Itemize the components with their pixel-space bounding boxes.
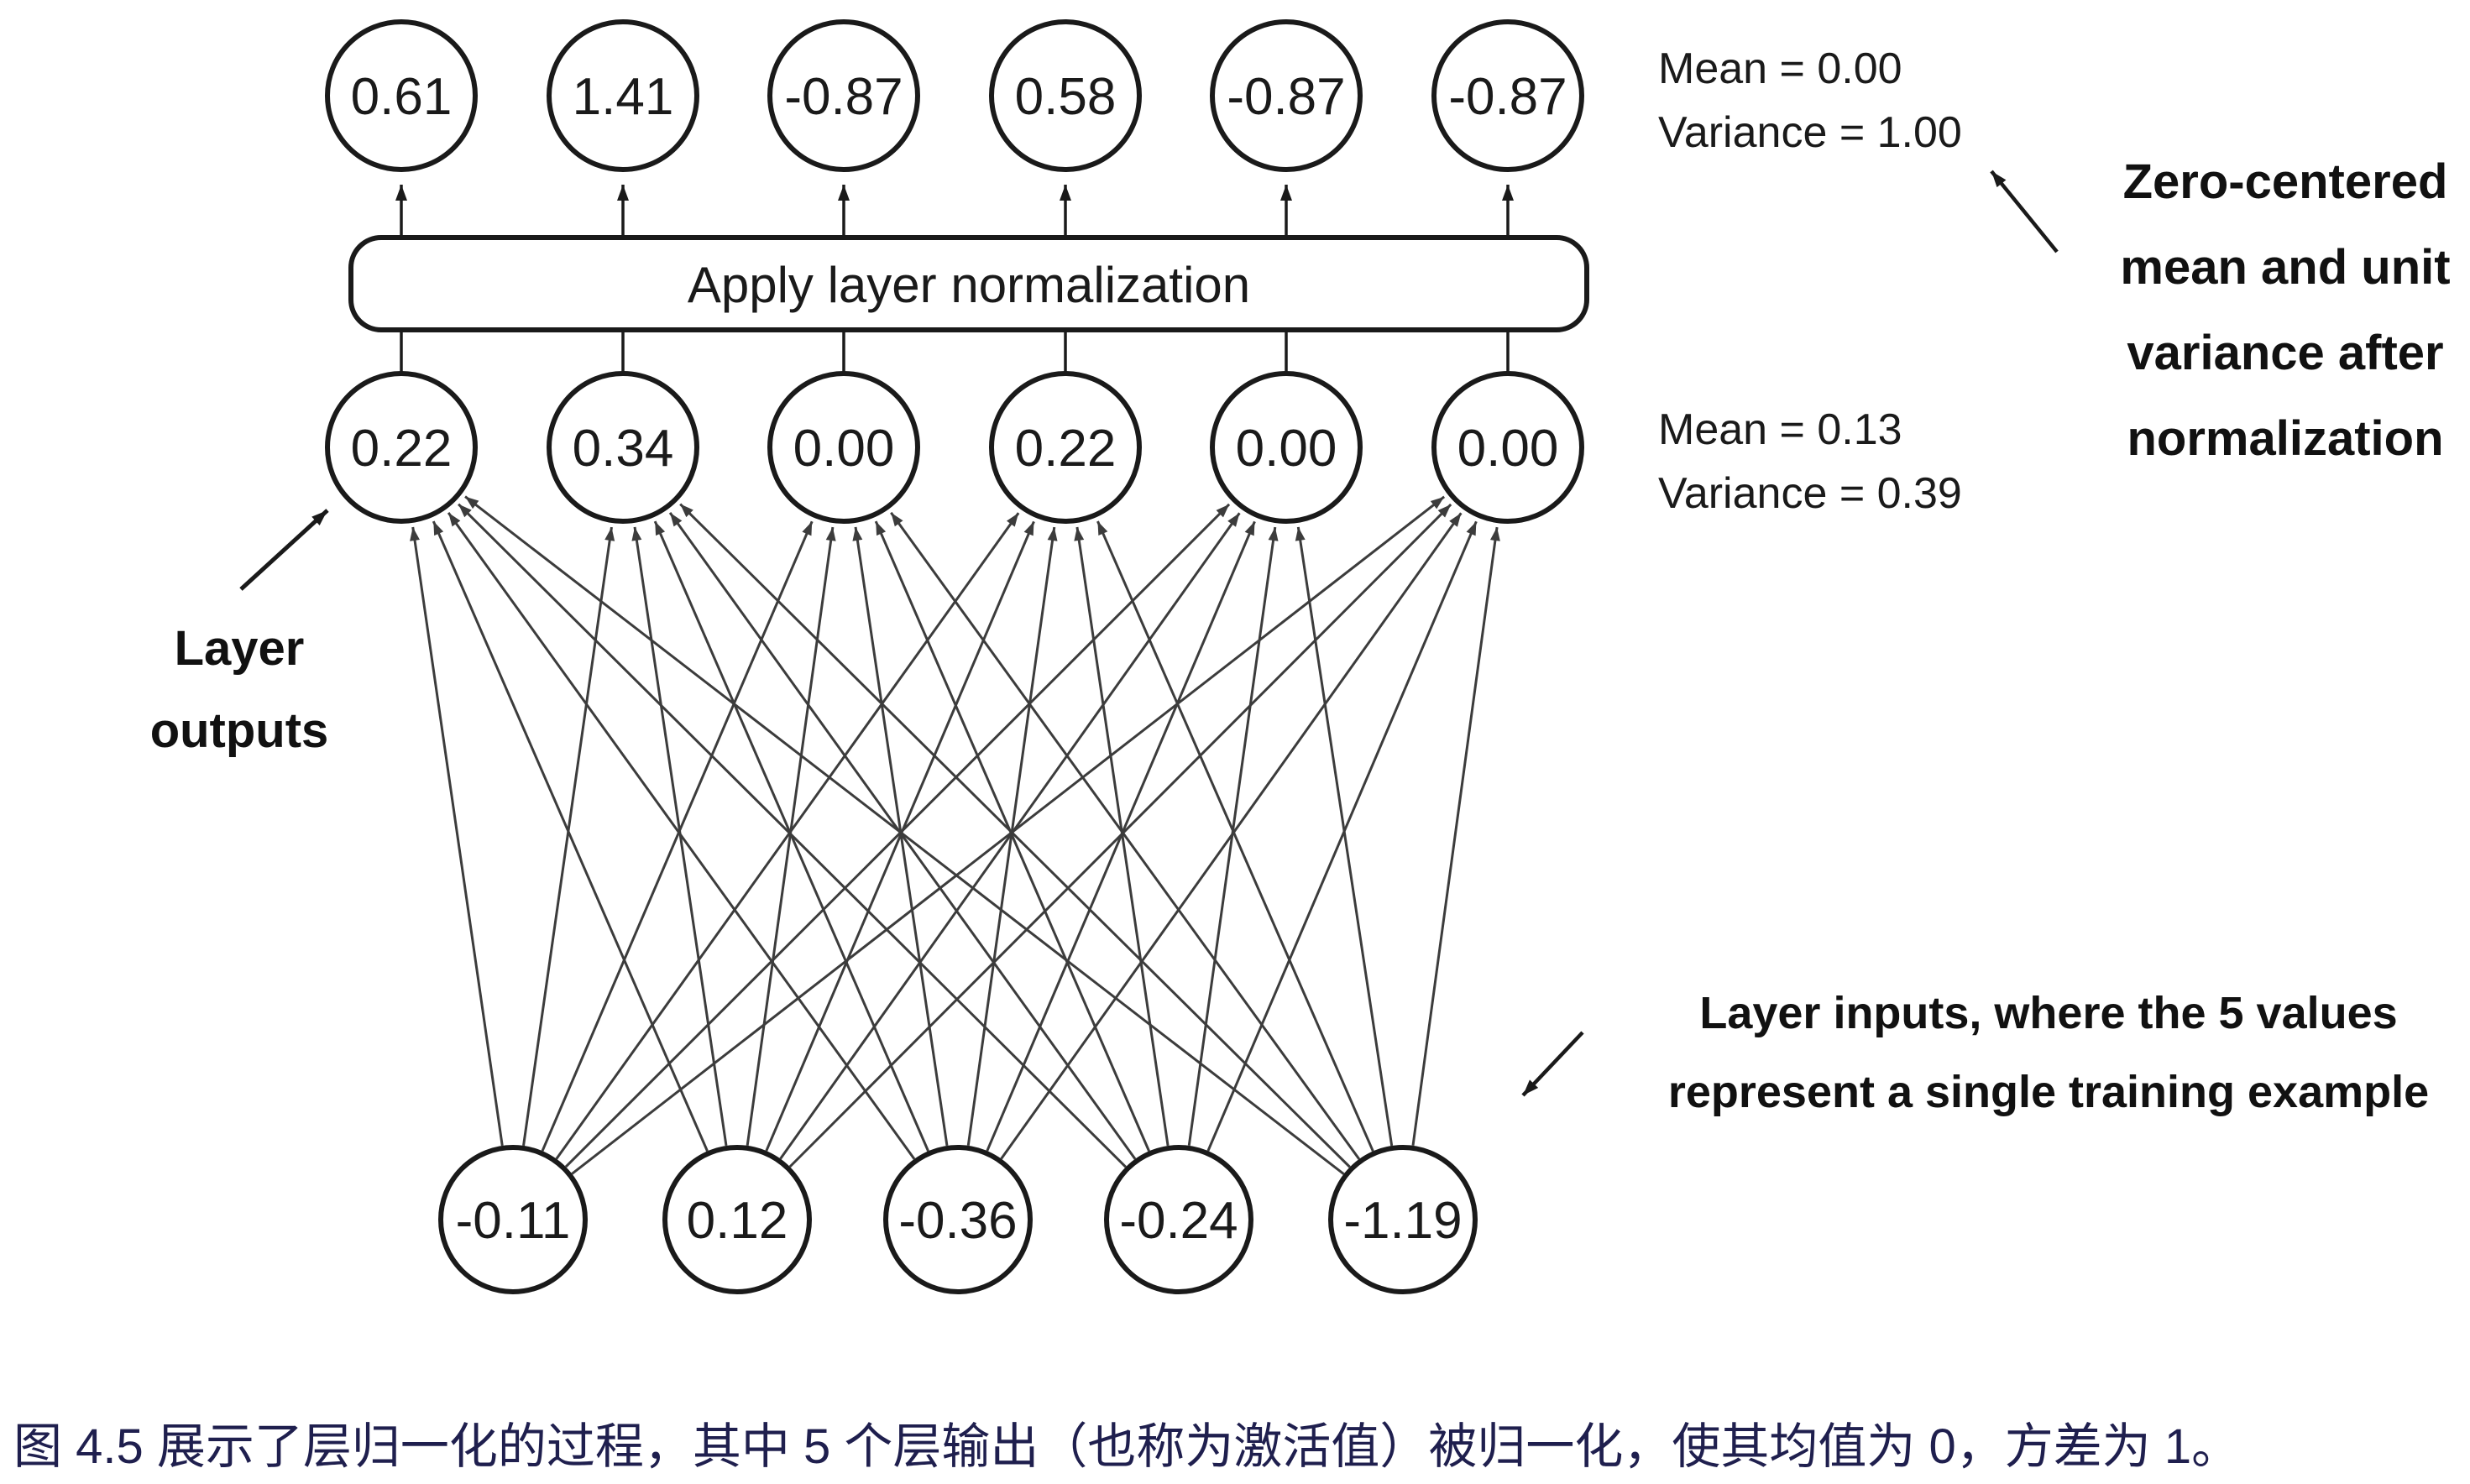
bottom-node-value: -0.11: [456, 1192, 571, 1250]
top-node-value: 0.58: [1015, 68, 1117, 126]
connection-line: [1411, 526, 1500, 1147]
middle-node-value: 0.00: [1236, 420, 1337, 478]
connection-line: [986, 520, 1256, 1152]
label-line: outputs: [149, 703, 329, 758]
connection-line: [458, 503, 1127, 1168]
bottom-node-circle: [1104, 1145, 1253, 1294]
normalization-box: [348, 235, 1589, 332]
top-node-value: -0.87: [1227, 68, 1345, 126]
annotation-line: variance after: [2127, 326, 2444, 380]
annotation-line: Zero-centered: [2122, 154, 2448, 209]
connection-line: [1074, 526, 1170, 1147]
top-node-value: -0.87: [784, 68, 903, 126]
arrow-to-variance-stats: [1990, 170, 2059, 253]
variance-before-value: Variance = 0.39: [1658, 469, 1962, 518]
bottom-node-circle: [883, 1145, 1033, 1294]
layer-outputs-label: Layer outputs: [99, 608, 379, 772]
connection-line: [410, 526, 504, 1147]
connection-line: [852, 526, 949, 1147]
connection-line: [522, 526, 615, 1147]
middle-node-value: 0.22: [351, 420, 453, 478]
annotation-line: normalization: [2127, 411, 2444, 466]
input-output-connections: [410, 495, 1500, 1175]
middle-node-value: 0.00: [793, 420, 895, 478]
middle-row-nodes: 0.22 0.34 0.00 0.22 0.00 0.00: [325, 371, 1584, 524]
top-node-circle: [767, 19, 920, 172]
connection-line: [464, 495, 1345, 1175]
connection-line: [1206, 520, 1478, 1152]
middle-node-circle: [989, 371, 1142, 524]
label-line: Layer: [174, 621, 305, 676]
mean-after-value: Mean = 0.00: [1658, 44, 1902, 93]
bottom-node-circle: [662, 1145, 812, 1294]
connection-line: [779, 512, 1241, 1160]
top-node-value: 0.61: [351, 68, 453, 126]
connection-line: [874, 520, 1150, 1152]
bottom-node-circle: [1328, 1145, 1478, 1294]
top-node-circle: [1431, 19, 1584, 172]
connection-line: [679, 503, 1351, 1168]
bottom-row-nodes: -0.11 0.12 -0.36 -0.24 -1.19: [438, 1145, 1478, 1294]
zero-centered-annotation: Zero-centered mean and unit variance aft…: [2101, 139, 2470, 482]
figure-caption: 图 4.5 展示了层归一化的过程，其中 5 个层输出（也称为激活值）被归一化，使…: [13, 1419, 2241, 1474]
mean-before-value: Mean = 0.13: [1658, 405, 1902, 454]
connection-line: [1295, 526, 1394, 1147]
top-row-nodes: 0.61 1.41 -0.87 0.58 -0.87 -0.87: [325, 19, 1584, 172]
connection-line: [564, 503, 1231, 1168]
normalization-box-label: Apply layer normalization: [688, 257, 1250, 313]
connection-line: [447, 512, 916, 1160]
connection-line: [746, 526, 836, 1147]
top-node-circle: [989, 19, 1142, 172]
middle-node-circle: [547, 371, 699, 524]
bottom-node-value: 0.12: [687, 1192, 788, 1250]
top-node-circle: [325, 19, 478, 172]
connection-line: [890, 511, 1361, 1160]
middle-node-circle: [1431, 371, 1584, 524]
connection-line: [1096, 520, 1374, 1152]
arrow-from-layer-outputs-label: [239, 509, 329, 591]
middle-node-circle: [325, 371, 478, 524]
connection-line: [555, 512, 1020, 1160]
column-arrows: [395, 185, 1514, 374]
stats-after-normalization: Mean = 0.00 Variance = 1.00: [1658, 37, 1962, 165]
connection-line: [541, 520, 814, 1152]
label-line: Layer inputs, where the 5 values: [1699, 988, 2398, 1038]
connection-line: [571, 495, 1446, 1175]
middle-node-value: 0.34: [573, 420, 674, 478]
stats-before-normalization: Mean = 0.13 Variance = 0.39: [1658, 398, 1962, 525]
layer-inputs-label: Layer inputs, where the 5 values represe…: [1627, 974, 2470, 1131]
connection-line: [432, 520, 709, 1152]
variance-after-value: Variance = 1.00: [1658, 108, 1962, 157]
arrow-from-layer-inputs-label: [1521, 1031, 1584, 1097]
top-node-value: -0.87: [1448, 68, 1567, 126]
middle-node-circle: [1210, 371, 1363, 524]
middle-node-value: 0.22: [1015, 420, 1117, 478]
top-node-circle: [547, 19, 699, 172]
bottom-node-circle: [438, 1145, 588, 1294]
top-node-circle: [1210, 19, 1363, 172]
middle-node-circle: [767, 371, 920, 524]
top-node-value: 1.41: [573, 68, 674, 126]
bottom-node-value: -0.36: [898, 1192, 1017, 1250]
connection-line: [1187, 526, 1279, 1147]
connection-line: [668, 512, 1137, 1160]
annotation-line: mean and unit: [2120, 240, 2451, 295]
label-line: represent a single training example: [1667, 1067, 2430, 1117]
bottom-node-value: -1.19: [1343, 1192, 1462, 1250]
bottom-node-value: -0.24: [1119, 1192, 1238, 1250]
middle-node-value: 0.00: [1457, 420, 1559, 478]
